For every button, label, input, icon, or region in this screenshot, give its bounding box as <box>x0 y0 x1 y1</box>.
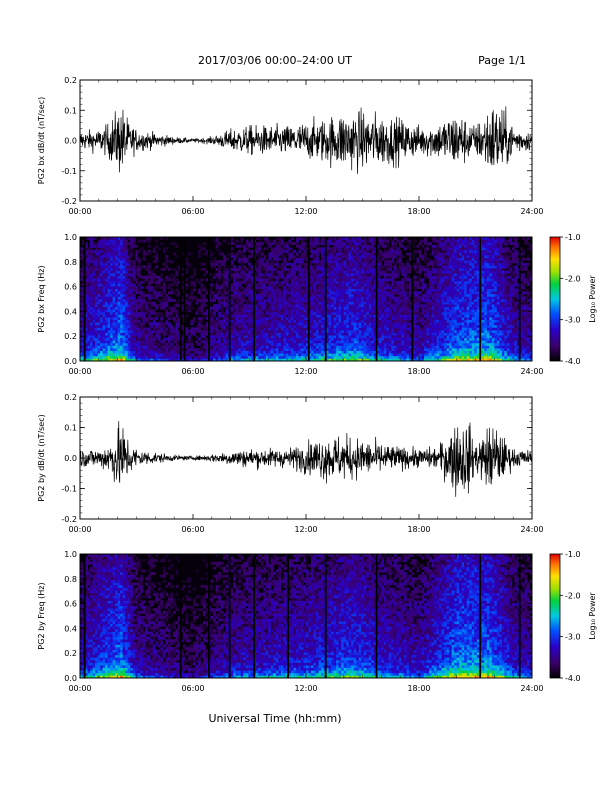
y-axis-title: PG2 bx Freq (Hz) <box>37 265 46 332</box>
colorbar-tick-label: -1.0 <box>565 233 581 242</box>
colorbar-label: Log₁₀ Power <box>588 275 597 323</box>
x-tick-label: 12:00 <box>294 367 317 376</box>
x-tick-label: 12:00 <box>294 684 317 693</box>
y-tick-label: 0.2 <box>64 76 77 85</box>
data-gap <box>180 237 182 361</box>
y-tick-label: -0.2 <box>61 515 77 524</box>
page-number: Page 1/1 <box>478 54 526 67</box>
colorbar-label: Log₁₀ Power <box>588 592 597 640</box>
data-gap <box>519 554 521 678</box>
data-gap <box>325 554 327 678</box>
y-tick-label: 1.0 <box>64 550 77 559</box>
y-tick-label: 0.4 <box>64 624 77 633</box>
y-tick-label: 0.0 <box>64 137 77 146</box>
x-tick-label: 00:00 <box>68 525 91 534</box>
x-tick-label: 00:00 <box>68 684 91 693</box>
y-axis-title: PG2 by dB/dt (nT/sec) <box>37 414 46 501</box>
x-tick-label: 24:00 <box>520 367 543 376</box>
x-tick-label: 12:00 <box>294 207 317 216</box>
y-tick-label: 0.0 <box>64 454 77 463</box>
y-tick-label: 0.2 <box>64 393 77 402</box>
y-axis-title: PG2 by Freq (Hz) <box>37 582 46 649</box>
x-tick-label: 24:00 <box>520 207 543 216</box>
x-tick-label: 06:00 <box>181 207 204 216</box>
x-tick-label: 06:00 <box>181 684 204 693</box>
data-gap <box>253 237 255 361</box>
x-tick-label: 06:00 <box>181 367 204 376</box>
y-tick-label: 0.2 <box>64 649 77 658</box>
x-tick-label: 24:00 <box>520 684 543 693</box>
y-tick-label: -0.1 <box>61 485 77 494</box>
data-gap <box>84 554 86 678</box>
x-tick-label: 24:00 <box>520 525 543 534</box>
data-gap <box>479 237 481 361</box>
data-gap <box>253 554 255 678</box>
x-tick-label: 18:00 <box>407 367 430 376</box>
data-gap <box>184 237 186 361</box>
y-tick-label: 0.6 <box>64 600 77 609</box>
panel-4: -1.0 -2.0 -3.0 -4.0 Log₁₀ Power 1.0 0.8 0.6 0.4 0… <box>37 550 597 693</box>
y-tick-label: 0.4 <box>64 307 77 316</box>
data-gap <box>519 237 521 361</box>
y-tick-label: 0.8 <box>64 258 77 267</box>
data-gap <box>208 237 210 361</box>
data-gap <box>180 554 182 678</box>
x-tick-label: 18:00 <box>407 207 430 216</box>
data-gap <box>411 237 413 361</box>
panel-1: 0.2 0.1 0.0 -0.1 -0.200:00 06:00 12:00 18:00 24:… <box>37 76 544 216</box>
data-gap <box>325 237 327 361</box>
signal-trace <box>80 421 532 497</box>
y-tick-label: -0.2 <box>61 197 77 206</box>
x-tick-label: 00:00 <box>68 367 91 376</box>
data-gap <box>84 237 86 361</box>
y-tick-label: 0.0 <box>64 674 77 683</box>
y-tick-label: 0.8 <box>64 575 77 584</box>
page-title: 2017/03/06 00:00–24:00 UT <box>198 54 352 67</box>
colorbar <box>550 237 560 361</box>
y-axis-title: PG2 bx dB/dt (nT/sec) <box>37 97 46 184</box>
data-gap <box>308 237 310 361</box>
signal-trace <box>80 106 532 174</box>
data-gap <box>208 554 210 678</box>
x-tick-label: 18:00 <box>407 684 430 693</box>
data-gap <box>229 237 231 361</box>
colorbar-tick-label: -2.0 <box>565 591 581 600</box>
x-axis-title: Universal Time (hh:mm) <box>209 712 342 725</box>
y-tick-label: -0.1 <box>61 167 77 176</box>
x-tick-label: 00:00 <box>68 207 91 216</box>
panel-2: -1.0 -2.0 -3.0 -4.0 Log₁₀ Power 1.0 0.8 0.6 0.4 0… <box>37 233 597 376</box>
data-gap <box>376 554 378 678</box>
y-tick-label: 0.1 <box>64 424 77 433</box>
y-tick-label: 0.6 <box>64 283 77 292</box>
colorbar-tick-label: -3.0 <box>565 316 581 325</box>
colorbar-tick-label: -4.0 <box>565 674 581 683</box>
panel-3: 0.2 0.1 0.0 -0.1 -0.200:00 06:00 12:00 18:00 24:… <box>37 393 544 534</box>
data-gap <box>479 554 481 678</box>
colorbar-tick-label: -3.0 <box>565 633 581 642</box>
y-tick-label: 1.0 <box>64 233 77 242</box>
data-gap <box>229 554 231 678</box>
y-tick-label: 0.1 <box>64 106 77 115</box>
x-tick-label: 06:00 <box>181 525 204 534</box>
colorbar-tick-label: -1.0 <box>565 550 581 559</box>
data-gap <box>287 554 289 678</box>
colorbar-tick-label: -4.0 <box>565 357 581 366</box>
colorbar-tick-label: -2.0 <box>565 274 581 283</box>
x-tick-label: 18:00 <box>407 525 430 534</box>
y-tick-label: 0.0 <box>64 357 77 366</box>
x-tick-label: 12:00 <box>294 525 317 534</box>
y-tick-label: 0.2 <box>64 332 77 341</box>
data-gap <box>376 237 378 361</box>
colorbar <box>550 554 560 678</box>
